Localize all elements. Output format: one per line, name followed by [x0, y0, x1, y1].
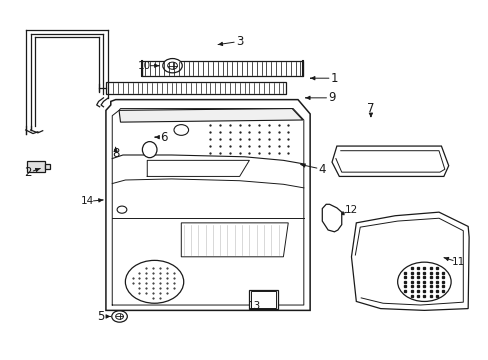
Bar	[249, 290, 277, 309]
Circle shape	[138, 131, 154, 142]
Bar	[251, 291, 275, 308]
Text: 3: 3	[236, 35, 243, 48]
Circle shape	[125, 260, 183, 303]
Ellipse shape	[142, 141, 157, 158]
Circle shape	[174, 125, 188, 135]
Text: 11: 11	[451, 257, 464, 267]
Circle shape	[163, 59, 182, 73]
Polygon shape	[119, 109, 302, 122]
Text: 6: 6	[160, 131, 168, 144]
Text: 8: 8	[112, 147, 119, 160]
Bar	[27, 161, 45, 172]
Polygon shape	[331, 146, 448, 176]
Polygon shape	[322, 204, 341, 232]
Circle shape	[167, 62, 177, 69]
Circle shape	[397, 262, 450, 301]
Text: 2: 2	[24, 166, 32, 179]
Polygon shape	[106, 100, 309, 310]
Polygon shape	[351, 212, 468, 310]
Text: 4: 4	[318, 163, 325, 176]
Text: 13: 13	[247, 301, 260, 311]
Circle shape	[117, 206, 126, 213]
Circle shape	[142, 134, 150, 139]
Circle shape	[116, 314, 123, 319]
Bar	[45, 164, 50, 169]
Text: 9: 9	[327, 91, 335, 104]
Ellipse shape	[110, 138, 121, 150]
Polygon shape	[181, 223, 287, 257]
Bar	[142, 62, 302, 76]
Text: 10: 10	[138, 61, 151, 71]
Bar	[106, 82, 285, 94]
Text: 14: 14	[81, 197, 94, 206]
Ellipse shape	[113, 140, 118, 147]
Circle shape	[112, 311, 127, 322]
Text: 12: 12	[344, 205, 357, 215]
Text: 7: 7	[366, 102, 374, 115]
Text: 5: 5	[97, 310, 104, 323]
Text: 1: 1	[330, 72, 338, 85]
